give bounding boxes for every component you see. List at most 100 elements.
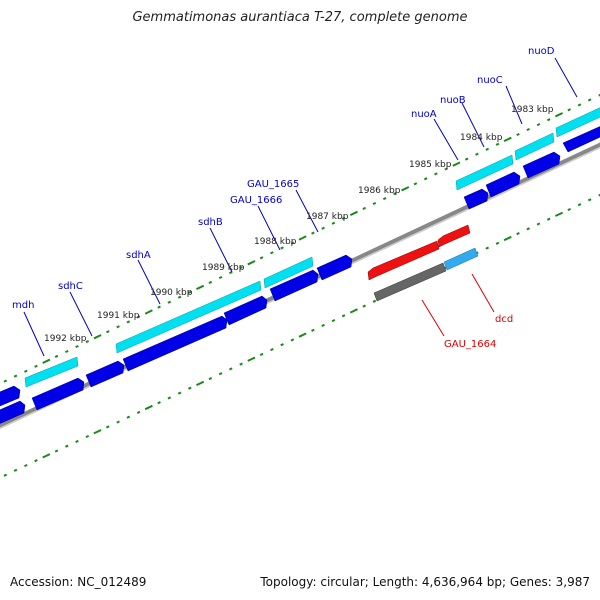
minor-tick: [229, 367, 233, 370]
minor-tick: [414, 182, 418, 185]
lower-tick-track: [0, 193, 600, 482]
minor-tick: [24, 464, 28, 467]
minor-tick: [14, 469, 18, 472]
minor-tick: [516, 232, 520, 235]
major-tick: [504, 137, 512, 142]
minor-tick: [332, 319, 336, 322]
major-tick: [247, 260, 255, 265]
cds-arrow-nuoA[interactable]: [464, 189, 488, 209]
major-tick: [555, 112, 563, 117]
minor-tick: [588, 198, 592, 201]
lightblue-feature-dcd[interactable]: [444, 248, 478, 270]
minor-tick: [55, 355, 59, 358]
gene-features: [25, 103, 600, 387]
minor-tick: [270, 348, 274, 351]
gene-label-dcd[interactable]: dcd: [495, 314, 513, 325]
kbp-label: 1990 kbp: [150, 288, 193, 298]
major-tick: [350, 308, 358, 313]
minor-tick: [485, 247, 489, 250]
minor-tick: [465, 158, 469, 161]
gene-label-nuoB[interactable]: nuoB: [440, 95, 466, 106]
minor-tick: [24, 370, 28, 373]
major-tick: [93, 429, 101, 434]
minor-tick: [526, 128, 530, 131]
major-tick: [401, 186, 409, 191]
minor-tick: [537, 222, 541, 225]
major-tick: [42, 359, 50, 364]
minor-tick: [280, 343, 284, 346]
major-tick: [145, 309, 153, 314]
minor-tick: [588, 98, 592, 101]
minor-tick: [311, 329, 315, 332]
minor-tick: [434, 172, 438, 175]
minor-tick: [116, 325, 120, 328]
gene-label-nuoC[interactable]: nuoC: [477, 75, 503, 86]
minor-tick: [178, 392, 182, 395]
minor-tick: [219, 276, 223, 279]
major-tick: [196, 285, 204, 290]
cds-arrow-sdhC[interactable]: [86, 361, 124, 387]
major-tick: [299, 332, 307, 337]
kbp-label: 1986 kbp: [358, 186, 401, 196]
genome-summary-text: Topology: circular; Length: 4,636,964 bp…: [260, 575, 590, 589]
gene-label-mdh[interactable]: mdh: [12, 300, 34, 311]
major-tick: [555, 212, 563, 217]
minor-tick: [55, 449, 59, 452]
minor-tick: [157, 306, 161, 309]
minor-tick: [567, 108, 571, 111]
minor-tick: [270, 251, 274, 254]
minor-tick: [362, 305, 366, 308]
gene-label-sdhB[interactable]: sdhB: [198, 217, 223, 228]
minor-tick: [383, 197, 387, 200]
gene-label-gau1665[interactable]: GAU_1665: [247, 179, 299, 190]
minor-tick: [321, 227, 325, 230]
minor-tick: [86, 435, 90, 438]
minor-tick: [116, 420, 120, 423]
minor-tick: [209, 281, 213, 284]
major-tick: [93, 334, 101, 339]
major-tick: [504, 236, 512, 241]
minor-tick: [34, 365, 38, 368]
gene-label-gau1664[interactable]: GAU_1664: [444, 339, 496, 350]
red-feature-dcd[interactable]: [438, 225, 470, 247]
minor-tick: [219, 372, 223, 375]
cds-arrow-gau1665[interactable]: [317, 255, 352, 280]
major-tick: [145, 405, 153, 410]
kbp-label: 1991 kbp: [97, 311, 140, 321]
cds-arrow-mdh[interactable]: [32, 378, 84, 410]
gene-label-nuoD[interactable]: nuoD: [528, 46, 555, 57]
gene-label-gau1666[interactable]: GAU_1666: [230, 195, 282, 206]
kbp-label: 1987 kbp: [306, 212, 349, 222]
minor-tick: [496, 242, 500, 245]
minor-tick: [516, 133, 520, 136]
minor-tick: [137, 411, 141, 414]
minor-tick: [157, 401, 161, 404]
major-tick: [42, 453, 50, 458]
minor-tick: [496, 143, 500, 146]
kbp-label: 1983 kbp: [511, 105, 554, 115]
kbp-labels: 1983 kbp 1984 kbp 1985 kbp 1986 kbp 1987…: [44, 105, 554, 344]
minor-tick: [578, 103, 582, 106]
minor-tick: [106, 425, 110, 428]
minor-tick: [127, 416, 131, 419]
major-tick: [299, 235, 307, 240]
gene-label-sdhC[interactable]: sdhC: [58, 281, 83, 292]
minor-tick: [75, 440, 79, 443]
minor-tick: [332, 222, 336, 225]
gene-label-nuoA[interactable]: nuoA: [411, 109, 437, 120]
kbp-label: 1988 kbp: [254, 237, 297, 247]
minor-tick: [547, 218, 551, 221]
major-tick: [350, 211, 358, 216]
gene-label-sdhA[interactable]: sdhA: [126, 250, 151, 261]
cds-features: [0, 122, 600, 424]
kbp-label: 1989 kbp: [202, 263, 245, 273]
minor-tick: [424, 177, 428, 180]
minor-tick: [168, 301, 172, 304]
minor-tick: [188, 387, 192, 390]
minor-tick: [475, 153, 479, 156]
minor-tick: [547, 118, 551, 121]
minor-tick: [311, 232, 315, 235]
minor-tick: [168, 396, 172, 399]
minor-tick: [75, 345, 79, 348]
